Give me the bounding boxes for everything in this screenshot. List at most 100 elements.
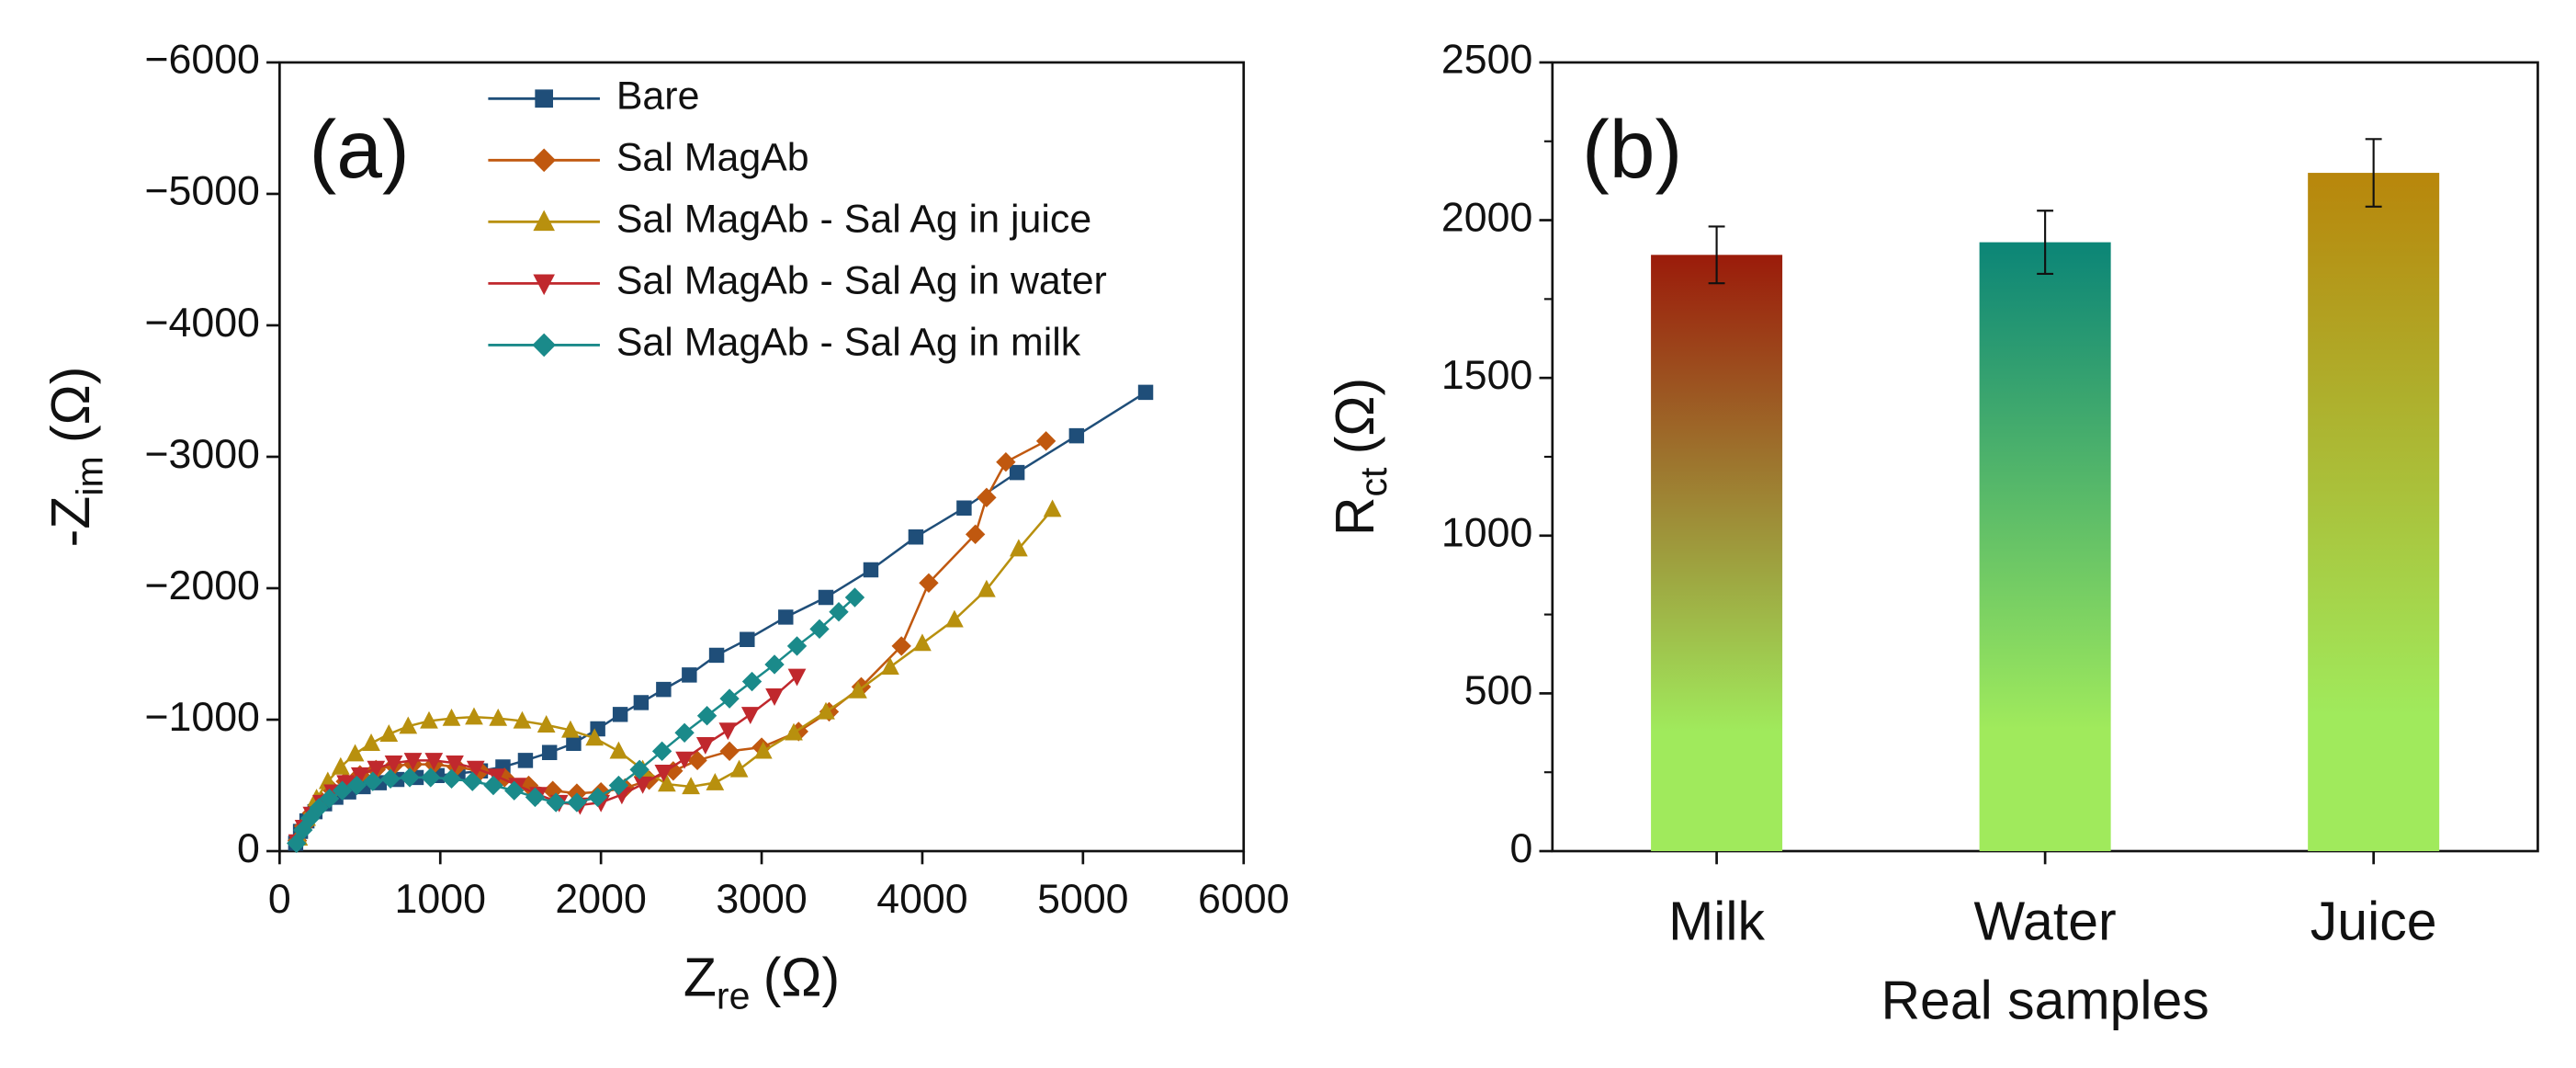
data-point [345,744,365,762]
data-point [977,579,996,597]
legend-marker [533,210,555,232]
axis-label-sub: ct [1352,467,1395,497]
data-point [363,771,383,791]
y-tick-label: 1500 [1441,353,1532,398]
panel-label: (a) [310,103,410,195]
data-point [682,777,700,795]
data-point [817,701,835,720]
bar [1979,242,2111,852]
data-point [881,657,899,676]
axis-label-main: -Z [40,496,101,548]
legend-label: Sal MagAb [616,136,809,180]
y-tick-label: −1000 [144,695,260,740]
data-point [561,720,580,738]
data-point [487,768,506,787]
data-point [362,733,380,751]
data-point [956,500,972,516]
axis-label-main: Z [684,947,717,1007]
y-tick-label: −4000 [144,301,260,346]
y-tick-label: 2000 [1441,195,1532,240]
data-point [706,772,725,790]
x-tick-label: 4000 [876,877,967,922]
data-point [331,756,350,775]
data-point [332,780,353,801]
data-point [829,602,849,622]
data-point [1009,464,1025,481]
data-point [718,722,738,741]
y-tick-label: 2500 [1441,38,1532,83]
data-point [384,755,403,773]
axis-label-unit: (Ω) [1325,378,1385,454]
data-point [741,671,763,692]
data-point [675,751,694,769]
data-point [420,710,438,729]
data-point [708,647,725,664]
data-point [657,774,676,792]
data-point [319,789,340,809]
data-point [863,562,879,578]
y-tick-label: −3000 [144,432,260,477]
data-point [651,741,672,762]
data-point [719,688,740,709]
data-point [483,775,503,796]
data-point [380,768,401,790]
data-point [849,680,867,699]
data-point [585,728,604,746]
data-point [1010,539,1028,557]
data-point [785,722,803,741]
x-tick-label: 3000 [716,877,807,922]
data-point [465,707,483,725]
data-point [504,780,525,801]
data-point [346,775,367,796]
legend-marker [535,89,554,108]
legend-label: Sal MagAb - Sal Ag in milk [616,321,1081,365]
data-point [674,722,695,744]
y-tick-label: 1000 [1441,511,1532,556]
error-bar [2037,210,2054,275]
data-point [466,760,485,778]
data-point [299,808,321,828]
legend-marker [533,274,555,296]
y-tick-label: −5000 [144,169,260,214]
x-tick-label: 6000 [1198,877,1289,922]
legend-label: Sal MagAb - Sal Ag in water [616,259,1107,303]
error-bar [2365,138,2382,208]
data-point [350,767,369,785]
data-point [908,528,924,545]
y-tick-label: 0 [1510,826,1533,871]
data-point [1068,427,1085,444]
data-point [633,695,650,710]
data-point [1137,384,1154,401]
data-point [537,715,556,733]
axis-label: Rct (Ω) [1325,378,1395,536]
data-point [996,452,1016,472]
data-point [379,724,399,742]
data-point [695,736,715,755]
x-tick-label: 5000 [1037,877,1128,922]
data-point [687,750,707,771]
y-tick-label: −2000 [144,563,260,608]
data-point [441,768,462,790]
axis-label: Zre (Ω) [684,947,840,1017]
data-point [442,708,461,726]
data-point [753,741,773,759]
data-point [629,759,650,780]
data-point [587,787,608,808]
data-point [400,767,420,788]
data-point [891,636,911,656]
data-point [513,710,532,729]
data-point [965,524,986,545]
data-point [446,755,464,773]
x-tick-label: Water [1974,892,2117,952]
axis-label-sub: re [717,975,751,1017]
data-point [913,633,932,652]
data-point [287,833,307,854]
y-tick-label: −6000 [144,38,260,83]
x-tick-label: Juice [2310,892,2437,952]
axis-label-main: R [1325,497,1385,537]
data-point [489,708,508,726]
data-point [740,707,760,724]
data-point [612,707,628,722]
